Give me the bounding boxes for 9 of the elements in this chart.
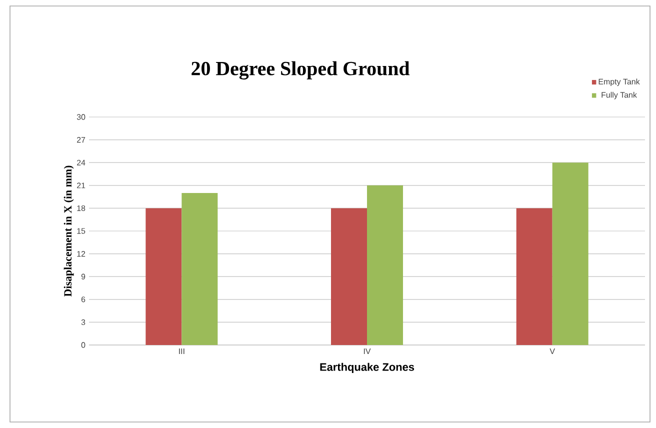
x-axis-title: Earthquake Zones — [320, 362, 414, 374]
chart-title: 20 Degree Sloped Ground — [192, 61, 410, 80]
bar — [516, 208, 552, 345]
bar — [146, 208, 182, 345]
bar — [331, 208, 368, 345]
y-axis-title: Disaplacement in X (in mm) — [64, 166, 74, 297]
bar — [182, 192, 218, 345]
bar — [552, 162, 588, 345]
bar — [367, 185, 404, 345]
